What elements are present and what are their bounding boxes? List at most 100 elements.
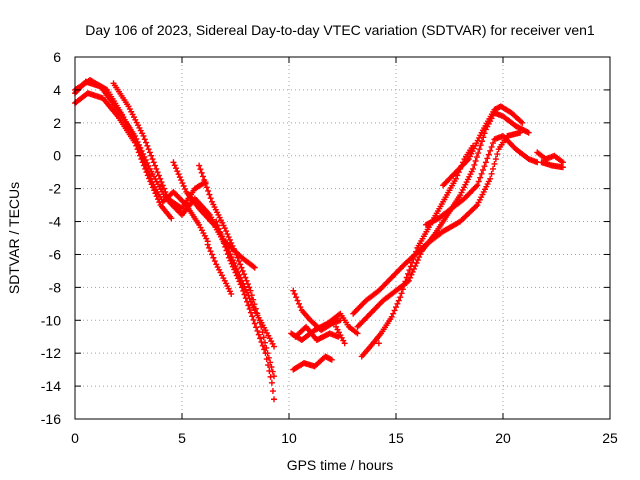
data-point <box>402 278 409 285</box>
data-point <box>470 165 477 172</box>
data-point <box>140 154 147 161</box>
data-point <box>452 175 459 182</box>
series-track-7 <box>213 218 278 403</box>
data-point <box>170 159 177 166</box>
data-point <box>149 156 156 163</box>
data-point <box>147 175 154 182</box>
data-point <box>405 270 412 277</box>
data-point <box>260 334 267 341</box>
data-point <box>168 215 175 222</box>
data-point <box>251 320 258 327</box>
data-point <box>354 330 361 337</box>
data-point <box>208 251 215 258</box>
data-point <box>233 272 240 279</box>
data-point <box>142 161 149 168</box>
x-tick-label: 20 <box>495 430 511 446</box>
y-tick-label: 6 <box>53 49 61 65</box>
data-point <box>196 162 203 169</box>
axis-ticks: 0 5 10 15 20 25 -16 -14 -12 -10 -8 -6 -4 -2 0 2 4 6 <box>41 49 618 446</box>
data-point <box>220 240 227 247</box>
data-point <box>228 290 235 297</box>
data-point <box>231 266 238 273</box>
data-point <box>403 274 410 281</box>
data-point <box>145 168 152 175</box>
grid-layer <box>75 57 610 419</box>
data-point <box>413 248 420 255</box>
data-point <box>204 241 211 248</box>
data-point <box>235 258 242 265</box>
data-point <box>228 239 235 246</box>
data-point <box>271 343 278 350</box>
data-point <box>215 225 222 232</box>
data-point <box>143 165 150 172</box>
y-tick-label: 0 <box>53 148 61 164</box>
y-tick-label: 4 <box>53 82 61 98</box>
data-point <box>391 307 398 314</box>
data-point <box>258 323 265 330</box>
data-point <box>251 301 258 308</box>
data-point <box>472 157 479 164</box>
data-point <box>232 248 239 255</box>
data-point <box>394 300 401 307</box>
data-point <box>266 367 273 374</box>
data-point <box>238 284 245 291</box>
data-point <box>294 297 301 304</box>
data-points <box>72 77 566 403</box>
data-point <box>490 165 497 172</box>
data-point <box>146 172 153 179</box>
data-point <box>141 158 148 165</box>
data-point <box>150 159 157 166</box>
data-point <box>484 155 491 162</box>
data-point <box>173 165 180 172</box>
data-point <box>290 287 297 294</box>
data-point <box>407 263 414 270</box>
data-point <box>179 180 186 187</box>
data-point <box>246 284 253 291</box>
data-point <box>174 168 181 175</box>
data-point <box>235 275 242 282</box>
x-axis-label: GPS time / hours <box>287 457 394 473</box>
data-point <box>490 140 497 147</box>
y-tick-label: -10 <box>41 312 61 328</box>
data-point <box>409 259 416 266</box>
data-point <box>148 152 155 159</box>
data-point <box>229 242 236 249</box>
y-tick-label: 2 <box>53 115 61 131</box>
data-point <box>475 150 482 157</box>
data-point <box>222 243 229 250</box>
data-point <box>247 287 254 294</box>
data-point <box>487 175 494 182</box>
data-point <box>488 170 495 177</box>
data-point <box>399 286 406 293</box>
data-point <box>409 268 416 275</box>
data-point <box>256 319 263 326</box>
data-point <box>198 169 205 176</box>
data-point <box>297 304 304 311</box>
y-tick-label: -12 <box>41 345 61 361</box>
y-tick-label: -8 <box>49 279 62 295</box>
data-point <box>243 277 250 284</box>
data-point <box>408 271 415 278</box>
data-point <box>395 297 402 304</box>
data-point <box>236 278 243 285</box>
data-point <box>254 327 261 334</box>
data-point <box>180 183 187 190</box>
data-point <box>481 163 488 170</box>
data-point <box>141 136 148 143</box>
data-point <box>197 166 204 173</box>
data-point <box>488 143 495 150</box>
data-point <box>414 257 421 264</box>
y-tick-label: -14 <box>41 378 61 394</box>
data-point <box>203 184 210 191</box>
data-point <box>257 335 264 342</box>
series-track-21 <box>375 340 382 347</box>
data-point <box>238 264 245 271</box>
data-point <box>229 263 236 270</box>
data-point <box>242 274 249 281</box>
data-point <box>482 159 489 166</box>
data-point <box>261 346 268 353</box>
data-point <box>250 263 257 270</box>
data-point <box>249 313 256 320</box>
x-tick-label: 0 <box>71 430 79 446</box>
data-point <box>295 300 302 307</box>
